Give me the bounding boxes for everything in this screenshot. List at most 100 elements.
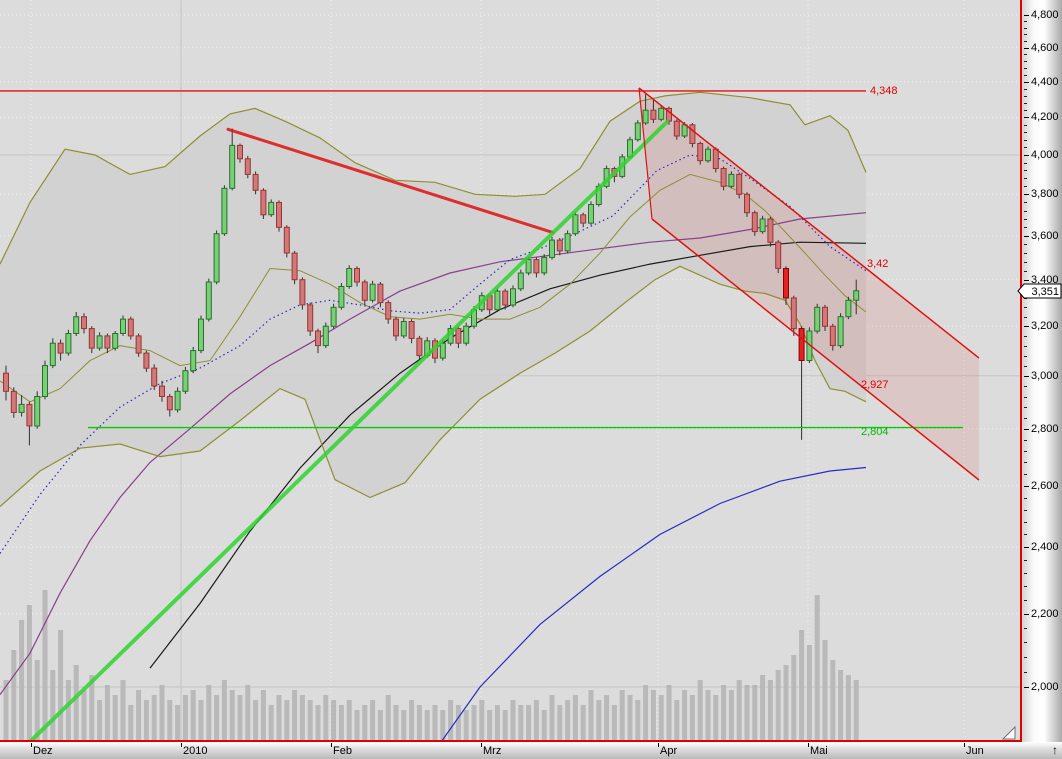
- volume-bar: [705, 690, 711, 740]
- candle-body: [174, 390, 181, 411]
- candle-body: [34, 396, 41, 427]
- volume-bar: [838, 670, 844, 740]
- candle-body: [143, 352, 150, 369]
- y-axis-label: 2,000: [1031, 681, 1059, 693]
- y-minor-tick: [1024, 573, 1027, 574]
- candle-body: [88, 328, 95, 349]
- downtrend-line[interactable]: [226, 127, 555, 235]
- volume-bar: [635, 700, 641, 740]
- y-minor-tick: [1024, 522, 1027, 523]
- candle-body: [65, 333, 72, 354]
- candle-body: [650, 109, 657, 120]
- price-chart-plot[interactable]: 4,348 3,42 2,927 2,804: [0, 0, 1022, 742]
- price-axis[interactable]: 4,800 4,600 4,400 4,200 4,000 3,800 3,600 3,400…: [1022, 0, 1062, 742]
- x-tick: [181, 743, 182, 747]
- candle-body: [751, 212, 758, 233]
- candle-body: [190, 350, 197, 372]
- candle-body: [221, 187, 228, 235]
- volume-bar: [728, 690, 734, 740]
- y-minor-tick: [1024, 600, 1027, 601]
- volume-bar: [822, 640, 828, 740]
- y-minor-tick: [1024, 54, 1027, 55]
- y-minor-tick: [1024, 386, 1027, 387]
- candle-body: [564, 233, 571, 252]
- volume-bar: [104, 685, 110, 740]
- volume-bar: [424, 710, 430, 740]
- candle-body: [455, 328, 462, 344]
- volume-bar: [323, 695, 329, 740]
- candle-body: [166, 396, 173, 411]
- y-axis-label: 2,800: [1031, 423, 1059, 435]
- candle-body: [57, 342, 64, 354]
- volume-bar: [604, 695, 610, 740]
- candle-body: [588, 204, 594, 224]
- volume-bar: [666, 685, 672, 740]
- y-axis-label: 3,400: [1031, 274, 1059, 286]
- y-minor-tick: [1024, 163, 1027, 164]
- volume-bar: [65, 680, 71, 740]
- y-axis-label: 2,200: [1031, 608, 1059, 620]
- x-axis-label: 2010: [183, 745, 208, 757]
- y-minor-tick: [1024, 440, 1027, 441]
- y-axis-label: 4,400: [1031, 76, 1059, 88]
- volume-bar: [401, 710, 407, 740]
- candle-body: [112, 333, 119, 349]
- channel-upper-line[interactable]: [638, 87, 980, 359]
- candle-body: [673, 120, 680, 137]
- y-minor-tick: [1024, 356, 1027, 357]
- candle-body: [205, 281, 212, 320]
- candle-body: [533, 259, 540, 274]
- volume-bar: [190, 690, 196, 740]
- volume-bar: [487, 710, 493, 740]
- uptrend-line-green[interactable]: [30, 119, 669, 740]
- candle-body: [49, 342, 56, 367]
- y-axis-label: 4,200: [1031, 111, 1059, 123]
- candle-body: [829, 325, 836, 347]
- y-minor-tick: [1024, 628, 1027, 629]
- y-minor-tick: [1024, 125, 1027, 126]
- volume-bar: [806, 645, 812, 740]
- y-minor-tick: [1024, 451, 1027, 452]
- candle-body: [10, 390, 17, 413]
- y-minor-tick: [1024, 317, 1027, 318]
- y-minor-tick: [1024, 89, 1027, 90]
- volume-bar: [580, 705, 586, 740]
- y-minor-tick: [1024, 147, 1027, 148]
- x-axis-label: Mai: [810, 745, 828, 757]
- candle-body: [845, 299, 852, 318]
- volume-bar: [58, 630, 64, 740]
- candle-body: [96, 335, 103, 349]
- candle-body: [642, 109, 649, 124]
- volume-bar: [799, 630, 805, 740]
- y-minor-tick: [1024, 202, 1027, 203]
- candle-body: [182, 370, 189, 392]
- channel-lower-line[interactable]: [651, 218, 980, 481]
- volume-bar: [533, 700, 539, 740]
- candle-body: [658, 107, 665, 120]
- volume-bar: [760, 675, 766, 740]
- candle-body: [736, 173, 743, 195]
- y-major-tick: [1024, 194, 1029, 195]
- volume-bar: [237, 695, 243, 740]
- volume-bar: [416, 705, 422, 740]
- candle-body: [775, 241, 782, 269]
- candle-body: [712, 148, 719, 169]
- last-price-tag[interactable]: 3,351: [1017, 283, 1062, 299]
- ma-purple-line: [0, 212, 867, 696]
- candle-body: [276, 201, 282, 228]
- bollinger-upper-line: [0, 91, 867, 265]
- volume-bar: [338, 705, 344, 740]
- y-minor-tick: [1024, 336, 1027, 337]
- volume-bar: [455, 705, 461, 740]
- candle-body: [283, 226, 290, 254]
- volume-bar: [182, 695, 188, 740]
- scroll-up-arrow-icon[interactable]: ↑: [1052, 743, 1058, 757]
- y-minor-tick: [1024, 244, 1027, 245]
- volume-bar: [307, 700, 313, 740]
- y-major-tick: [1024, 280, 1029, 281]
- volume-bar: [136, 690, 142, 740]
- candle-body: [299, 279, 306, 306]
- resize-handle-icon[interactable]: [1001, 725, 1016, 740]
- time-axis[interactable]: Dez 2010 Feb Mrz Apr Mai Jun: [0, 742, 1022, 759]
- y-minor-tick: [1024, 140, 1027, 141]
